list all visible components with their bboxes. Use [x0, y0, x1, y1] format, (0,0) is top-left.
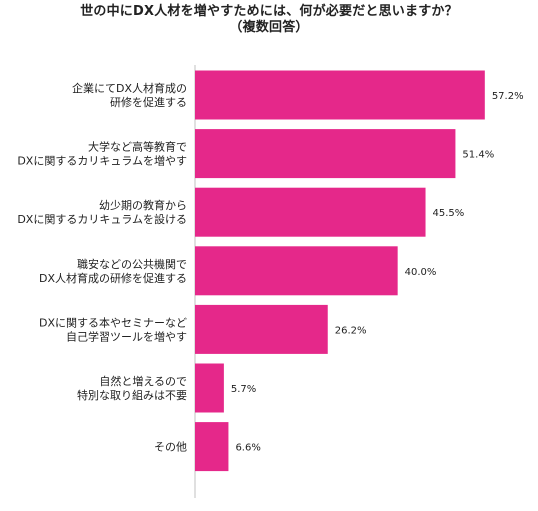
value-label-1: 51.4%	[462, 150, 494, 161]
chart-title-main: 世の中にDX人材を増やすためには、何が必要だと思いますか？	[80, 4, 458, 19]
value-label-3: 40.0%	[405, 267, 437, 278]
value-label-6: 6.6%	[235, 443, 260, 454]
value-label-2: 45.5%	[433, 208, 465, 219]
bar-1	[195, 129, 456, 179]
value-label-4: 26.2%	[335, 325, 367, 336]
chart-subtitle: （複数回答）	[229, 20, 309, 35]
category-label-4: DXに関する本やセミナーなど自己学習ツールを増やす	[39, 315, 187, 343]
bar-2	[195, 187, 426, 237]
bar-5	[195, 363, 224, 413]
value-label-5: 5.7%	[231, 384, 256, 395]
bar-0	[195, 70, 485, 120]
value-label-0: 57.2%	[492, 91, 524, 102]
category-label-6: その他	[154, 441, 187, 454]
bar-6	[195, 422, 229, 472]
bar-3	[195, 246, 398, 296]
chart-title: 世の中にDX人材を増やすためには、何が必要だと思いますか？ （複数回答）	[0, 4, 538, 36]
category-label-5: 自然と増えるので特別な取り組みは不要	[77, 374, 187, 402]
category-label-2: 幼少期の教育から DXに関するカリキュラムを設ける	[17, 198, 187, 226]
category-label-3: 職安などの公共機関で DX人材育成の研修を促進する	[39, 257, 187, 285]
bar-4	[195, 304, 328, 354]
category-label-0: 企業にてDX人材育成の研修を促進する	[72, 81, 187, 109]
category-label-1: 大学など高等教育で DXに関するカリキュラムを増やす	[17, 140, 187, 168]
